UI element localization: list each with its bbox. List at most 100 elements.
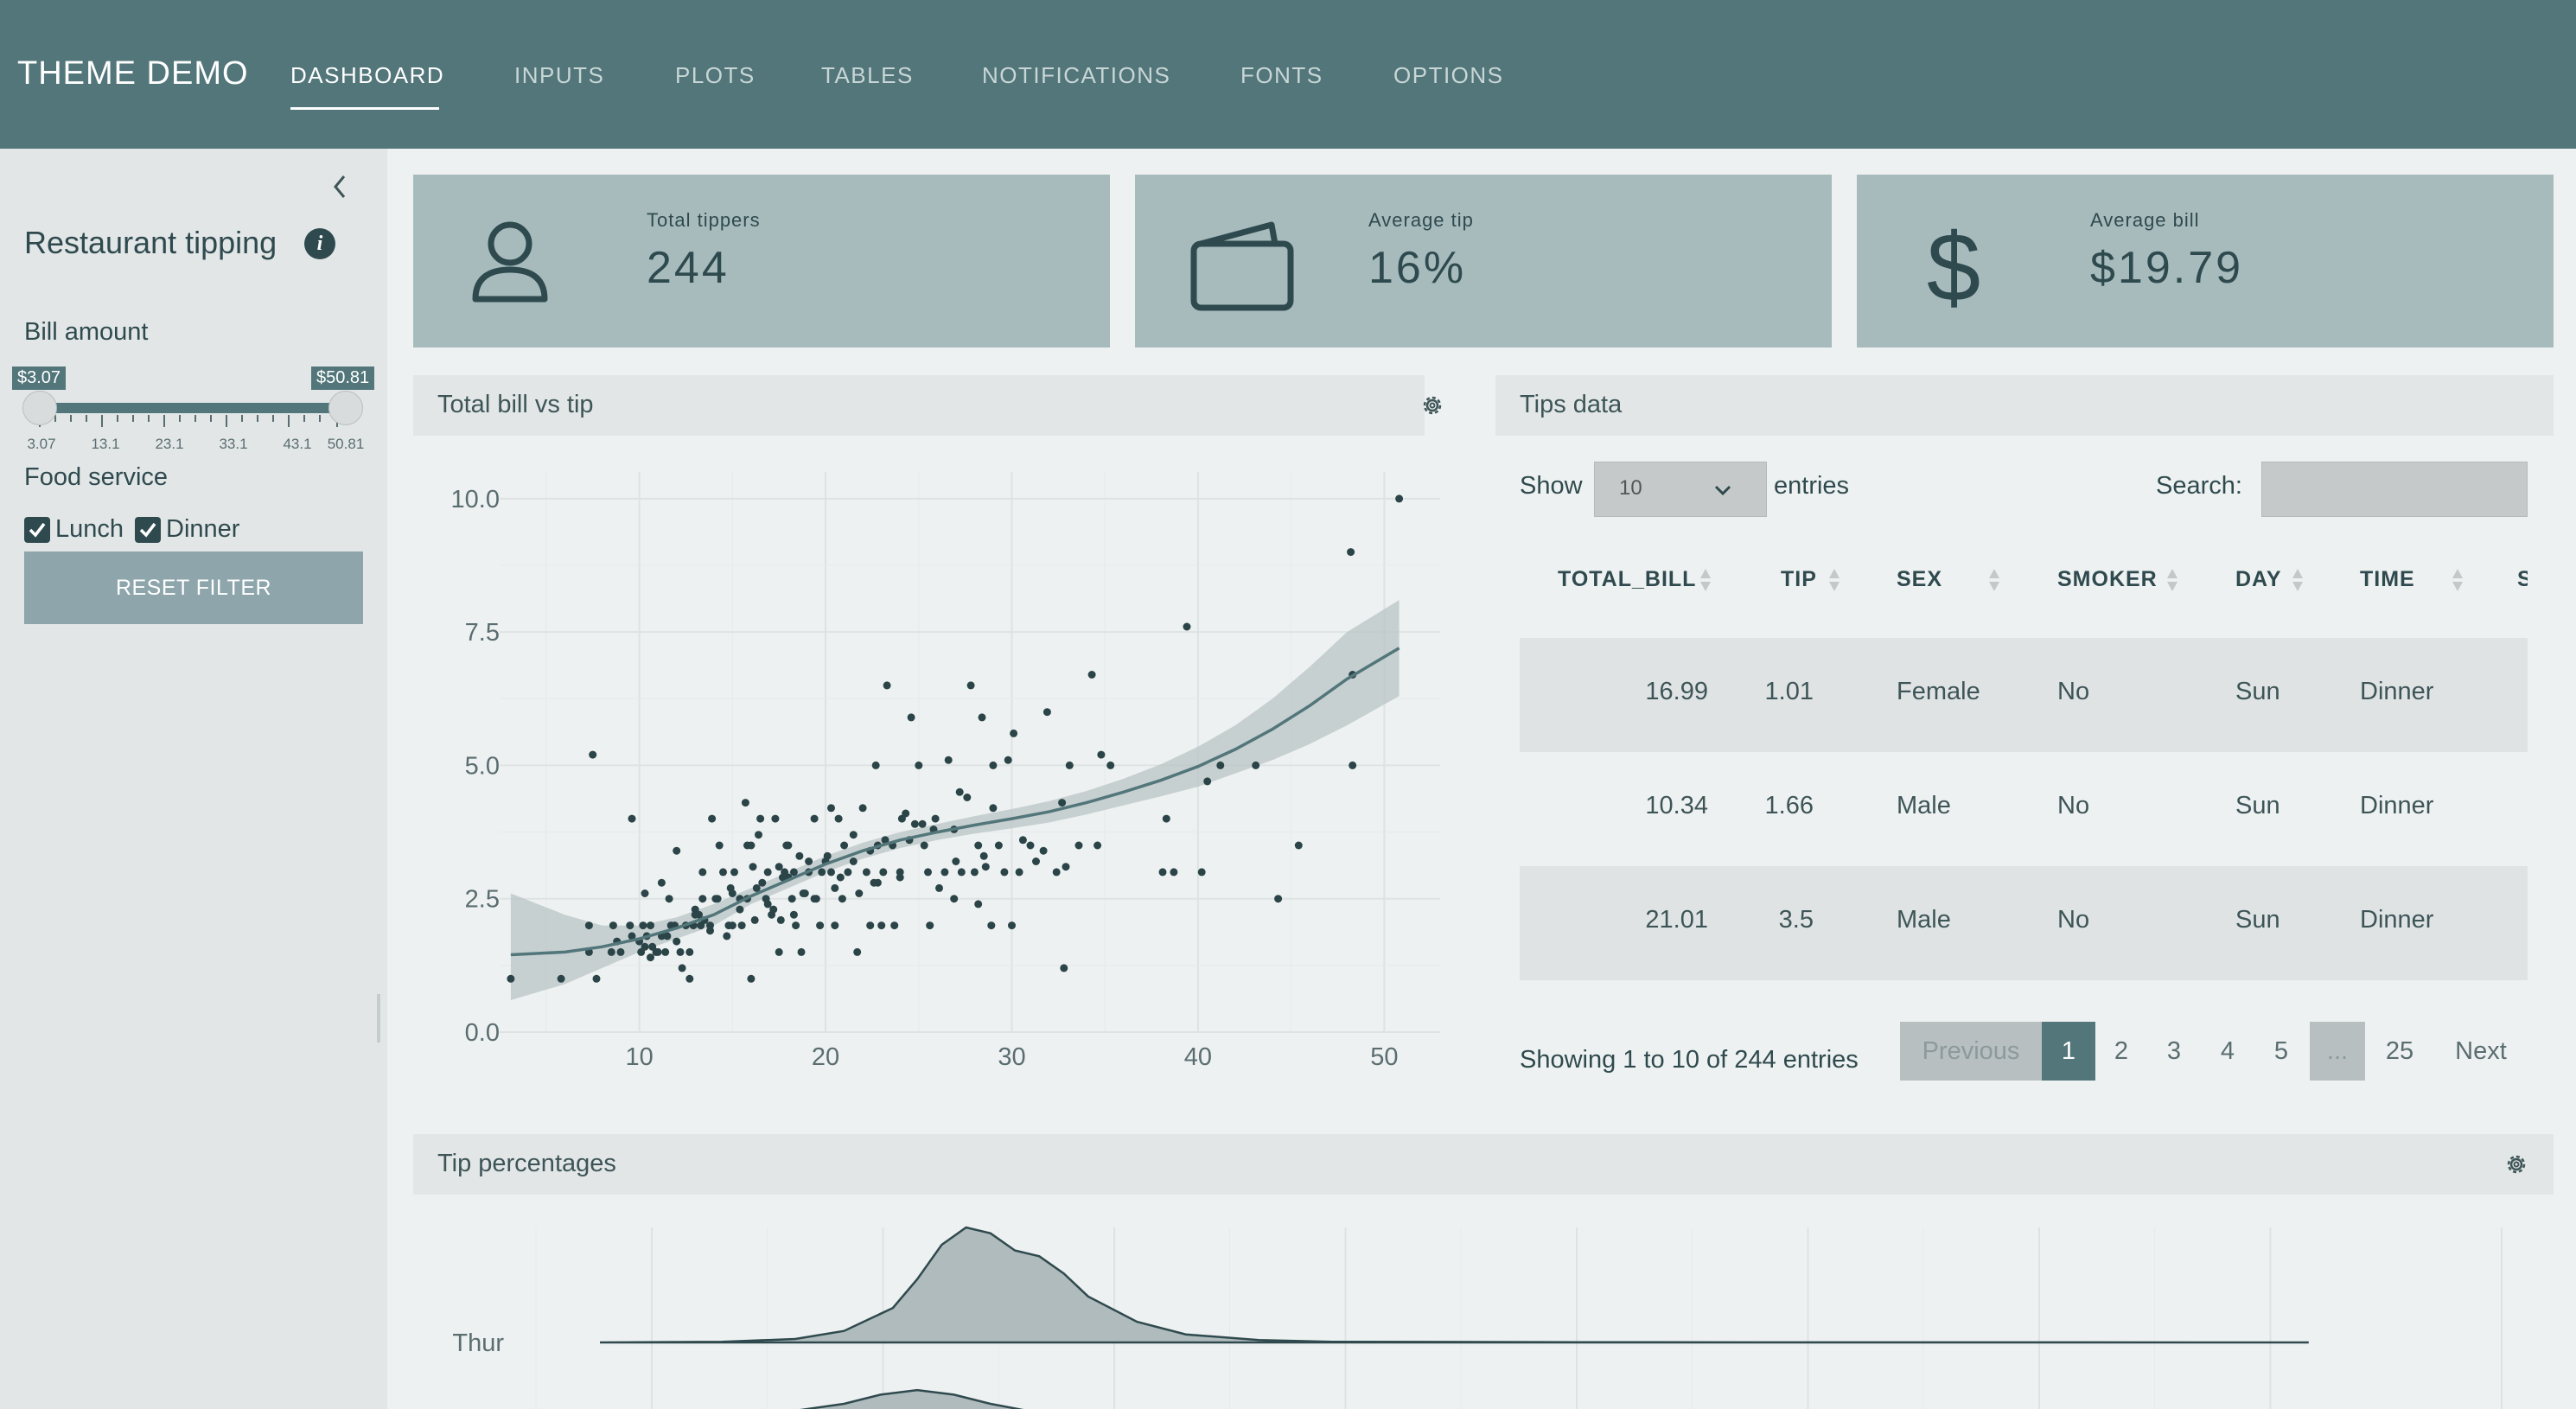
data-point <box>776 915 785 924</box>
data-point <box>1349 761 1357 769</box>
tab-dashboard[interactable]: DASHBOARD <box>290 62 445 88</box>
data-point <box>584 921 593 930</box>
data-point <box>853 947 862 956</box>
bill-slider-track[interactable] <box>38 403 346 413</box>
data-point <box>1347 548 1355 557</box>
data-point <box>1000 868 1009 877</box>
x-tick-label: 10 <box>625 1043 653 1071</box>
navbar: THEME DEMO DASHBOARD INPUTS PLOTS TABLES… <box>0 0 2576 149</box>
pagination-page[interactable]: 1 <box>2042 1022 2095 1081</box>
pagination-page[interactable]: 4 <box>2220 1037 2235 1065</box>
pagination-page[interactable]: 3 <box>2166 1037 2182 1065</box>
dinner-label[interactable]: Dinner <box>166 515 240 543</box>
cell-total-bill: 21.01 <box>1645 906 1708 934</box>
active-tab-underline <box>290 107 439 110</box>
slider-ticks <box>38 415 346 430</box>
sidebar-resize-handle[interactable] <box>377 994 380 1042</box>
data-point <box>771 814 780 823</box>
sort-icon[interactable] <box>1988 567 2000 593</box>
data-point <box>706 927 714 935</box>
ridge-plot[interactable]: Thur <box>413 1193 2555 1409</box>
reset-filter-button[interactable]: RESET FILTER <box>24 551 363 624</box>
tab-tables[interactable]: TABLES <box>821 62 914 88</box>
column-header-size[interactable]: S <box>2517 567 2528 591</box>
slider-tick-label: 23.1 <box>155 436 184 452</box>
cell-smoker: No <box>2057 792 2090 819</box>
column-header-tip[interactable]: TIP <box>1781 567 1817 591</box>
sort-icon[interactable] <box>2452 567 2464 593</box>
sort-icon[interactable] <box>2292 567 2304 593</box>
data-point <box>836 873 845 882</box>
brand-title[interactable]: THEME DEMO <box>17 55 249 92</box>
data-point <box>974 900 983 909</box>
data-point <box>747 841 756 850</box>
cell-sex: Female <box>1897 678 1980 705</box>
pagination-page[interactable]: 25 <box>2385 1037 2414 1065</box>
table-row[interactable]: 16.99 1.01 Female No Sun Dinner <box>1520 638 2528 752</box>
info-icon[interactable]: i <box>304 228 335 259</box>
tab-options[interactable]: OPTIONS <box>1393 62 1504 88</box>
table-row[interactable]: 21.01 3.5 Male No Sun Dinner <box>1520 866 2528 980</box>
lunch-label[interactable]: Lunch <box>55 515 124 543</box>
tab-inputs[interactable]: INPUTS <box>514 62 605 88</box>
data-point <box>1294 841 1303 850</box>
data-point <box>963 794 972 801</box>
gear-icon[interactable] <box>2503 1151 2529 1177</box>
confidence-band <box>510 600 1400 1000</box>
value-box-value: 244 <box>647 243 730 293</box>
data-point <box>978 713 986 722</box>
svg-text:$: $ <box>1927 218 1980 313</box>
column-header-time[interactable]: TIME <box>2360 567 2415 591</box>
cell-tip: 1.66 <box>1764 792 1814 819</box>
table-row[interactable]: 10.34 1.66 Male No Sun Dinner <box>1520 752 2528 866</box>
data-point <box>592 974 601 983</box>
column-header-sex[interactable]: SEX <box>1897 567 1943 591</box>
show-label: Show <box>1520 472 1583 500</box>
value-box-average-tip: Average tip 16% <box>1135 175 1832 347</box>
column-header-smoker[interactable]: SMOKER <box>2057 567 2158 591</box>
collapse-sidebar-icon[interactable] <box>327 169 353 204</box>
dinner-checkbox[interactable] <box>135 517 161 543</box>
sort-icon[interactable] <box>1699 567 1712 593</box>
data-point <box>657 878 666 887</box>
search-input[interactable] <box>2261 462 2528 517</box>
data-point <box>685 974 694 983</box>
tab-plots[interactable]: PLOTS <box>675 62 756 88</box>
page-size-select[interactable]: 10 <box>1594 462 1767 517</box>
value-box-value: $19.79 <box>2090 243 2244 293</box>
scatter-plot[interactable]: 10 20 30 40 50 0.0 2.5 5.0 7.5 10.0 <box>413 449 1468 1089</box>
ridge-card-title: Tip percentages <box>437 1150 616 1177</box>
data-point <box>1026 841 1035 850</box>
density-curve <box>800 1388 1024 1409</box>
slider-min-value: $3.07 <box>12 367 67 390</box>
pagination-page[interactable]: 5 <box>2273 1037 2289 1065</box>
data-point <box>1062 863 1070 871</box>
tab-fonts[interactable]: FONTS <box>1240 62 1323 88</box>
data-point <box>957 868 966 877</box>
data-point <box>1158 868 1167 877</box>
value-box-value: 16% <box>1368 243 1467 293</box>
lunch-checkbox[interactable] <box>24 517 50 543</box>
data-point <box>805 858 813 865</box>
data-point <box>616 947 625 956</box>
pagination-previous[interactable]: Previous <box>1900 1022 2042 1081</box>
sort-icon[interactable] <box>2166 567 2178 593</box>
wallet-icon <box>1189 218 1296 317</box>
data-point <box>665 895 673 903</box>
column-header-total-bill[interactable]: TOTAL_BILL <box>1558 567 1697 591</box>
data-point <box>981 863 990 871</box>
cell-sex: Male <box>1897 906 1951 934</box>
slider-min-handle[interactable] <box>22 391 57 425</box>
data-point <box>831 883 839 892</box>
data-point <box>920 841 928 850</box>
data-point <box>730 868 738 877</box>
pagination-next[interactable]: Next <box>2455 1037 2507 1065</box>
tab-notifications[interactable]: NOTIFICATIONS <box>982 62 1171 88</box>
sort-icon[interactable] <box>1828 567 1840 593</box>
cell-total-bill: 16.99 <box>1645 678 1708 705</box>
gear-icon[interactable] <box>1419 392 1445 418</box>
column-header-day[interactable]: DAY <box>2235 567 2282 591</box>
data-point <box>749 863 757 871</box>
pagination-page[interactable]: 2 <box>2114 1037 2129 1065</box>
slider-max-handle[interactable] <box>328 391 363 425</box>
